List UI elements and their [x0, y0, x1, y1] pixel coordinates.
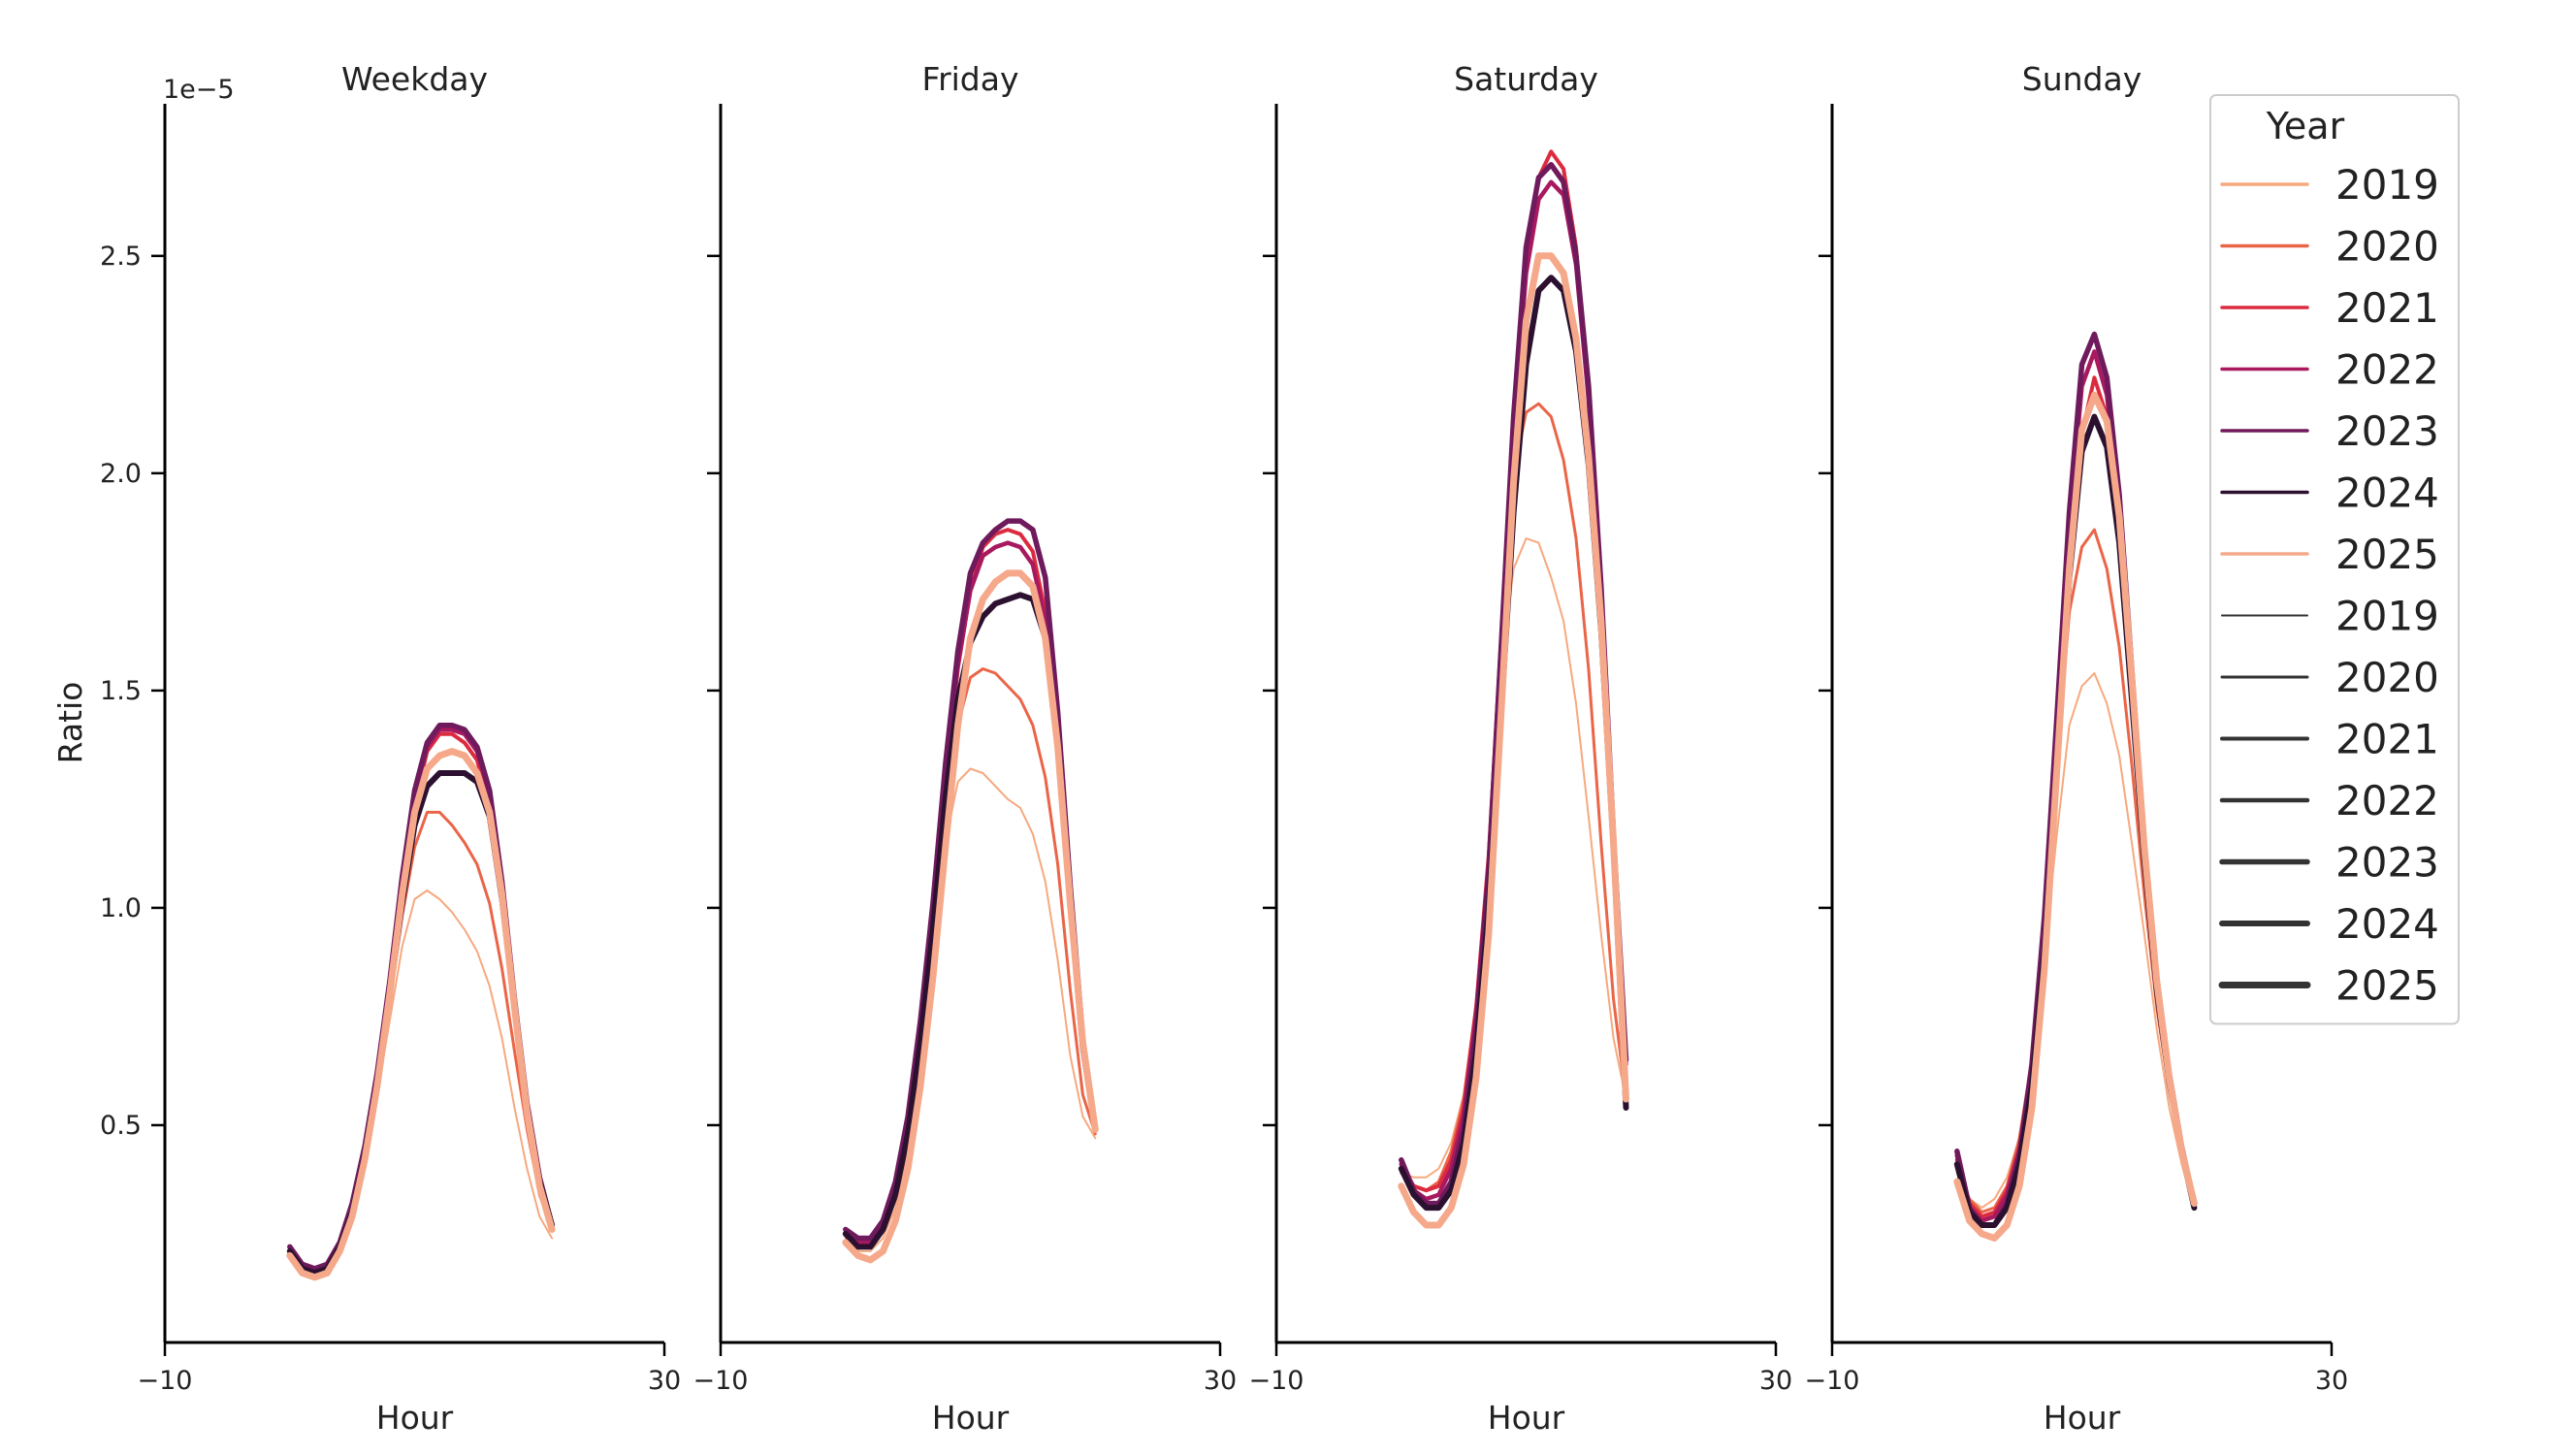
x-axis-label: Hour	[376, 1399, 454, 1437]
x-tick-label: −10	[138, 1366, 193, 1396]
y-tick-label: 2.0	[100, 459, 142, 489]
panel-sunday: Sunday −10 30 Hour	[1805, 60, 2349, 1437]
x-tick-label: 30	[1759, 1366, 1792, 1396]
x-axis-label: Hour	[932, 1399, 1010, 1437]
panel-friday: Friday −10 30 Hour	[693, 60, 1238, 1437]
series-line-2024	[286, 770, 556, 1277]
x-axis-label: Hour	[1488, 1399, 1565, 1437]
legend: Year 2019 2020 2021 2022 2023 2024 2025 2019 2020…	[2209, 94, 2460, 1025]
series-line-2020	[1955, 528, 2196, 1214]
panel-saturday: Saturday −10 30 Hour	[1249, 60, 1793, 1437]
y-offset-label: 1e−5	[163, 75, 235, 105]
series-line-2025	[1398, 252, 1629, 1229]
legend-box	[2209, 94, 2460, 1025]
panels-group: Weekday 0.5 1.0 1.5 2.0 2.5 −10 30 Hour Friday −10…	[100, 60, 2348, 1437]
legend-label-hue-2025: 2025	[2335, 531, 2439, 578]
legend-label-size-2022: 2022	[2335, 777, 2439, 824]
legend-label-hue-2023: 2023	[2335, 407, 2439, 455]
y-tick-label: 2.5	[100, 242, 142, 272]
panel-title: Weekday	[341, 60, 488, 98]
x-tick-label: 30	[2315, 1366, 2348, 1396]
legend-label-hue-2022: 2022	[2335, 346, 2439, 394]
series-line-2022	[1399, 179, 1628, 1202]
legend-label-size-2023: 2023	[2335, 839, 2439, 887]
series-line-2019	[1955, 672, 2196, 1210]
legend-label-size-2019: 2019	[2335, 593, 2439, 640]
series-line-2023	[843, 518, 1099, 1242]
legend-label-size-2025: 2025	[2335, 962, 2439, 1010]
y-tick-label: 0.5	[100, 1111, 142, 1141]
legend-label-size-2024: 2024	[2335, 900, 2439, 948]
panel-title: Saturday	[1454, 60, 1598, 98]
series-line-2023	[1399, 161, 1629, 1207]
series-line-2019	[844, 767, 1097, 1252]
y-tick-label: 1.0	[100, 893, 142, 923]
legend-label-size-2020: 2020	[2335, 654, 2439, 701]
x-tick-label: −10	[1805, 1366, 1860, 1396]
y-tick-label: 1.5	[100, 676, 142, 706]
panel-weekday: Weekday 0.5 1.0 1.5 2.0 2.5 −10 30 Hour	[100, 60, 681, 1437]
legend-label-hue-2020: 2020	[2335, 223, 2439, 271]
series-line-2024	[1953, 413, 2198, 1228]
x-tick-label: −10	[693, 1366, 749, 1396]
x-axis-label: Hour	[2044, 1399, 2121, 1437]
x-tick-label: 30	[648, 1366, 681, 1396]
legend-label-size-2021: 2021	[2335, 716, 2439, 763]
panel-title: Sunday	[2022, 60, 2141, 98]
series-line-2025	[842, 569, 1099, 1264]
legend-title: Year	[2266, 105, 2345, 147]
legend-label-hue-2019: 2019	[2335, 161, 2439, 209]
series-line-2019	[1400, 537, 1627, 1179]
series-line-2025	[1953, 391, 2198, 1242]
series-line-2021	[1399, 149, 1628, 1193]
x-tick-label: 30	[1204, 1366, 1237, 1396]
panel-title: Friday	[921, 60, 1018, 98]
series-line-2025	[286, 748, 556, 1281]
series-line-2020	[288, 810, 554, 1275]
series-line-2019	[288, 889, 554, 1278]
legend-label-hue-2024: 2024	[2335, 469, 2439, 517]
y-axis-label: Ratio	[51, 682, 89, 764]
x-tick-label: −10	[1249, 1366, 1304, 1396]
legend-label-hue-2021: 2021	[2335, 284, 2439, 332]
